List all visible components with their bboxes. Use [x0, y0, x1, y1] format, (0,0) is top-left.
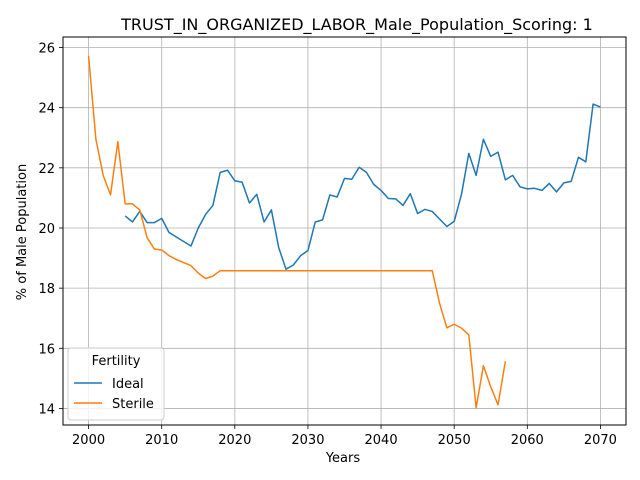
y-tick-label: 20 [38, 222, 55, 237]
grid [63, 37, 626, 425]
x-tick-label: 2010 [145, 433, 178, 448]
series-line-ideal [124, 103, 601, 270]
y-axis: 14 16 18 20 22 24 26 [38, 42, 63, 417]
x-tick-label: 2040 [365, 433, 398, 448]
series-lines [87, 55, 601, 409]
x-tick-label: 2060 [511, 433, 544, 448]
y-tick-label: 26 [38, 42, 55, 57]
legend-box [67, 347, 165, 421]
y-axis-title: % of Male Population [15, 164, 30, 300]
legend-label-ideal: Ideal [112, 377, 144, 392]
y-tick-label: 24 [38, 102, 55, 117]
legend: Fertility Ideal Sterile [67, 347, 165, 421]
x-tick-label: 2050 [438, 433, 471, 448]
series-line-sterile [87, 55, 507, 409]
x-axis: 2000 2010 2020 2030 2040 2050 2060 2070 [72, 425, 617, 448]
y-tick-label: 14 [38, 402, 55, 417]
x-axis-title: Years [325, 451, 361, 466]
legend-title: Fertility [92, 354, 141, 369]
legend-label-sterile: Sterile [112, 397, 154, 412]
x-tick-label: 2020 [218, 433, 251, 448]
y-tick-label: 22 [38, 162, 55, 177]
y-tick-label: 16 [38, 342, 55, 357]
chart-title: TRUST_IN_ORGANIZED_LABOR_Male_Population… [120, 15, 593, 35]
plot-frame [62, 36, 627, 426]
x-tick-label: 2030 [291, 433, 324, 448]
x-tick-label: 2070 [584, 433, 617, 448]
y-tick-label: 18 [38, 282, 55, 297]
x-tick-label: 2000 [72, 433, 105, 448]
